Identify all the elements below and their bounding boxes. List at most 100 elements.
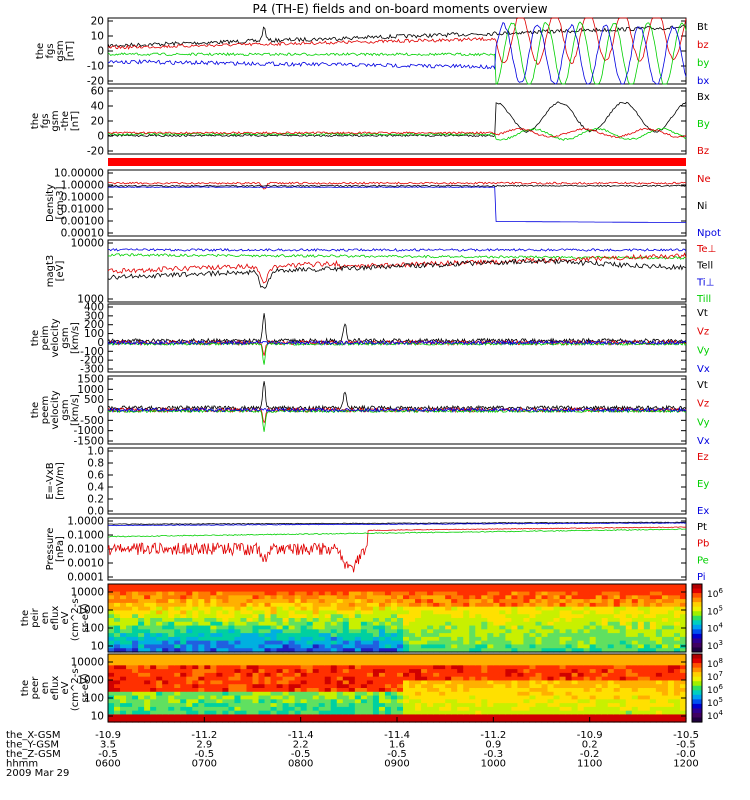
- y-axis-label: peer: [30, 676, 41, 700]
- series-bx: [107, 22, 687, 85]
- x-axis-value: 2.9: [196, 740, 212, 751]
- panel-frame: [107, 447, 687, 515]
- legend-vel_i-Vt: Vt: [697, 308, 708, 319]
- legend-temp-Ti⊥: Ti⊥: [696, 277, 714, 288]
- colorbar-ion_spec: 106 105 104 103: [691, 583, 723, 653]
- panel-frame: [107, 303, 687, 373]
- legend-efield-Ey: Ey: [697, 479, 709, 490]
- legend-temp-Te⊥: Te⊥: [696, 244, 716, 255]
- series-Till: [107, 253, 687, 260]
- y-tick-label: 0.0100: [67, 544, 104, 556]
- legend-pressure-Pi: Pi: [697, 572, 706, 583]
- y-axis-label: en: [40, 682, 51, 695]
- y-tick-label: -10: [87, 61, 104, 73]
- y-tick-label: 0.10000: [61, 192, 104, 204]
- series-bz: [107, 17, 687, 65]
- y-tick-label: -1500: [73, 436, 104, 448]
- x-axis-value: 0.2: [582, 740, 598, 751]
- x-axis-value: 1.6: [389, 740, 405, 751]
- y-tick-label: 60: [91, 86, 104, 98]
- y-tick-label: -500: [80, 415, 104, 427]
- colorbar-tick-label: 106: [707, 683, 723, 696]
- y-tick-label: 0.2: [87, 494, 104, 506]
- y-tick-label: 0.00010: [61, 228, 104, 240]
- y-axis-label: peim: [40, 325, 51, 350]
- legend-fgs_gse-Bz: Bz: [697, 146, 709, 157]
- legend-vel_e-Vx: Vx: [697, 436, 710, 447]
- series-Bz: [107, 127, 687, 139]
- x-axis-row-label: the_Z-GSM: [6, 749, 61, 760]
- series-Pb: [107, 526, 686, 573]
- legend-pressure-Pt: Pt: [697, 522, 707, 533]
- panel-fgs_gsm: 20 10 0 -10 -20 the fgs gsm [nT] Bt bz by bx: [35, 16, 709, 88]
- colorbar-tick-label: 107: [707, 670, 723, 683]
- y-tick-label: 0.00100: [61, 216, 104, 228]
- y-tick-label: 0.1000: [67, 530, 104, 542]
- legend-pressure-Pb: Pb: [697, 539, 709, 550]
- series-Pe: [108, 528, 687, 538]
- y-tick-label: 1000: [77, 675, 104, 687]
- y-axis-label: the: [35, 43, 46, 59]
- legend-fgs_gsm-bz: bz: [697, 40, 709, 51]
- legend-fgs_gse-Bx: Bx: [697, 92, 710, 103]
- y-tick-label: -20: [87, 76, 104, 88]
- x-axis-value: -0.5: [291, 749, 311, 760]
- series-Vy: [107, 341, 687, 365]
- y-axis-label: [eV]: [55, 261, 66, 282]
- legend-vel_e-Vz: Vz: [697, 399, 709, 410]
- y-tick-label: 0.01000: [61, 204, 104, 216]
- legend-temp-Tell: Tell: [696, 261, 713, 272]
- y-tick-label: 1000: [77, 384, 104, 396]
- series-temp: [107, 248, 687, 289]
- legend-vel_e-Vy: Vy: [697, 417, 710, 428]
- legend-fgs_gsm-by: by: [697, 58, 709, 69]
- y-tick-label: 1500: [77, 374, 104, 386]
- y-axis-label: fgs: [45, 43, 56, 58]
- y-tick-label: 0.8: [87, 458, 104, 470]
- y-tick-label: 10000: [71, 657, 104, 669]
- y-axis-label: gsm: [60, 399, 71, 420]
- legend-fgs_gse-By: By: [697, 119, 710, 130]
- y-tick-label: 300: [84, 310, 104, 322]
- y-tick-label: 10.00000: [54, 168, 104, 180]
- y-tick-label: 1.00000: [61, 180, 104, 192]
- y-axis-label: [km/s]: [70, 322, 81, 354]
- y-axis-label: Pressure: [45, 528, 56, 571]
- series-pressure: [107, 521, 687, 573]
- series-Ne: [107, 181, 687, 190]
- series-Vx: [107, 339, 687, 346]
- series-Vt: [107, 313, 687, 345]
- x-axis-value: -0.0: [676, 749, 696, 760]
- y-axis-label: gsm: [55, 40, 66, 61]
- y-tick-label: -100: [80, 346, 104, 358]
- y-tick-label: 10: [91, 31, 104, 43]
- y-axis-label: velocity: [50, 318, 61, 357]
- series-Bt: [107, 25, 687, 49]
- y-axis-label: [mV/m]: [55, 462, 66, 500]
- x-axis-value: 0900: [384, 759, 409, 770]
- legend-density-Ni: Ni: [697, 201, 707, 212]
- y-tick-label: 200: [84, 319, 104, 331]
- series-Pt: [107, 521, 687, 525]
- legend-efield-Ex: Ex: [697, 506, 709, 517]
- y-axis-label: velocity: [50, 390, 61, 429]
- y-tick-label: 1000: [77, 605, 104, 617]
- y-tick-label: 0: [97, 337, 104, 349]
- y-tick-label: 40: [91, 101, 104, 113]
- y-axis-label: sr-eV): [80, 603, 91, 632]
- y-tick-label: 500: [84, 394, 104, 406]
- x-axis-value: -0.3: [484, 749, 504, 760]
- series-Ni: [107, 184, 687, 188]
- colorbar-tick-label: 105: [707, 696, 723, 709]
- panel-frame: [107, 169, 687, 237]
- y-tick-label: 0.6: [87, 470, 104, 482]
- colorbar-tick-label: 108: [707, 657, 723, 670]
- spectrogram-ion_spec: [108, 584, 687, 653]
- panel-efield: 1.00.80.60.40.20.0 E=-VxB [mV/m] Ez Ey Ex: [45, 446, 709, 518]
- panel-fgs_gse: 60 40 20 0 -20 the fgs gsm -the [nT] Bx By Bz: [30, 86, 710, 166]
- y-tick-label: 0.0001: [67, 572, 104, 584]
